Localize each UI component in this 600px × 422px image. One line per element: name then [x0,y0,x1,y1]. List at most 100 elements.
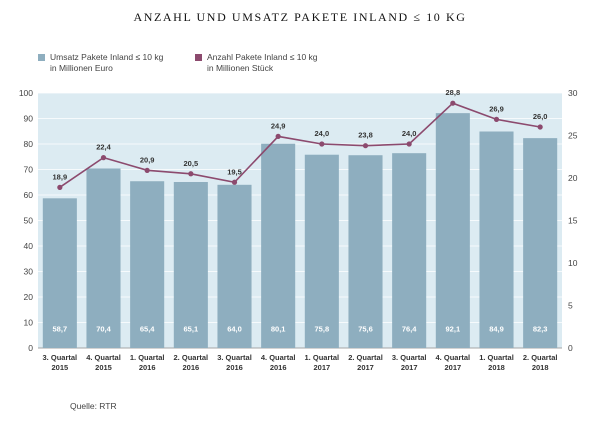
x-tick-label-year: 2015 [51,363,68,372]
x-tick-label-year: 2016 [139,363,156,372]
x-tick-label-year: 2018 [532,363,549,372]
x-tick-label-year: 2017 [313,363,330,372]
bar-value-label: 82,3 [533,324,548,333]
bar [348,155,383,348]
legend-anzahl-line1: Anzahl Pakete Inland ≤ 10 kg [207,52,318,62]
line-value-label: 20,5 [184,159,199,168]
x-tick-label: 1. Quartal [305,353,340,362]
line-point [275,133,281,139]
y-right-tick-label: 25 [568,131,578,141]
y-left-tick-label: 40 [24,241,34,251]
bar [173,181,208,348]
line-value-label: 28,8 [446,88,461,97]
bar-value-label: 58,7 [53,324,68,333]
y-left-tick-label: 20 [24,292,34,302]
bar [435,113,470,349]
line-value-label: 19,5 [227,167,242,176]
bar [42,198,77,348]
line-point [231,179,238,185]
x-tick-label: 1. Quartal [479,353,514,362]
bar-value-label: 64,0 [227,324,242,333]
line-value-label: 24,9 [271,121,286,130]
x-tick-label-year: 2017 [444,363,461,372]
series-line [59,102,541,188]
line-value-label: 22,4 [96,143,111,152]
x-tick-label: 2. Quartal [348,353,383,362]
line-point [493,116,500,122]
y-left-tick-label: 60 [24,190,34,200]
legend-umsatz-line2: in Millionen Euro [50,63,113,73]
bar [304,154,339,348]
y-left-tick-label: 0 [28,343,33,353]
y-right-tick-label: 5 [568,301,573,311]
line-point [319,141,325,147]
y-right-tick-label: 15 [568,216,578,226]
y-left-tick-label: 50 [24,216,34,226]
x-tick-label: 4. Quartal [436,353,471,362]
line-value-label: 24,0 [402,129,417,138]
x-tick-label: 2. Quartal [523,353,558,362]
x-tick-label-year: 2016 [226,363,243,372]
bar [523,138,558,348]
y-left-tick-label: 30 [24,267,34,277]
bar [217,184,252,348]
y-right-tick-label: 30 [568,88,578,98]
x-tick-label: 2. Quartal [174,353,209,362]
x-tick-label: 1. Quartal [130,353,165,362]
x-tick-label: 3. Quartal [43,353,78,362]
x-tick-label: 3. Quartal [392,353,427,362]
source-note: Quelle: RTR [70,401,117,411]
line-value-label: 26,9 [489,104,504,113]
bar [86,168,121,348]
bar-value-label: 70,4 [96,324,111,333]
x-tick-label-year: 2017 [357,363,374,372]
line-value-label: 26,0 [533,112,548,121]
x-tick-label-year: 2016 [270,363,287,372]
x-tick-label: 4. Quartal [86,353,121,362]
bar-value-label: 84,9 [489,324,504,333]
bar-value-label: 75,8 [315,324,330,333]
x-tick-label-year: 2018 [488,363,505,372]
x-tick-label: 4. Quartal [261,353,296,362]
x-tick-label-year: 2015 [95,363,112,372]
line-point [188,171,194,177]
bar [392,153,427,348]
bar-value-label: 76,4 [402,324,417,333]
bar-value-label: 75,6 [358,324,373,333]
line-point [57,184,63,190]
line-point [144,167,150,173]
line-point [362,143,369,149]
y-right-tick-label: 0 [568,343,573,353]
legend-swatch-anzahl [195,54,202,61]
x-tick-label-year: 2016 [182,363,199,372]
legend-umsatz-line1: Umsatz Pakete Inland ≤ 10 kg [50,52,164,62]
bar-value-label: 65,4 [140,324,155,333]
bar [130,181,165,348]
y-right-tick-label: 20 [568,173,578,183]
legend-swatch-umsatz [38,54,45,61]
y-left-tick-label: 10 [24,318,34,328]
line-point [100,155,107,161]
legend-anzahl-line2: in Millionen Stück [207,63,274,73]
line-value-label: 23,8 [358,131,373,140]
y-left-tick-label: 70 [24,165,34,175]
line-point [450,100,456,106]
line-point [537,124,543,130]
y-right-tick-label: 10 [568,258,578,268]
bar-value-label: 92,1 [446,324,461,333]
x-tick-label: 3. Quartal [217,353,252,362]
y-left-tick-label: 100 [19,88,33,98]
line-value-label: 24,0 [315,129,330,138]
x-tick-label-year: 2017 [401,363,418,372]
chart-title: ANZAHL UND UMSATZ PAKETE INLAND ≤ 10 KG [133,10,467,24]
y-left-tick-label: 80 [24,139,34,149]
line-value-label: 18,9 [53,172,68,181]
bar [261,143,296,348]
bar-value-label: 80,1 [271,324,286,333]
bar [479,131,514,348]
line-value-label: 20,9 [140,155,155,164]
y-left-tick-label: 90 [24,114,34,124]
bar-value-label: 65,1 [184,324,199,333]
line-point [406,141,412,147]
